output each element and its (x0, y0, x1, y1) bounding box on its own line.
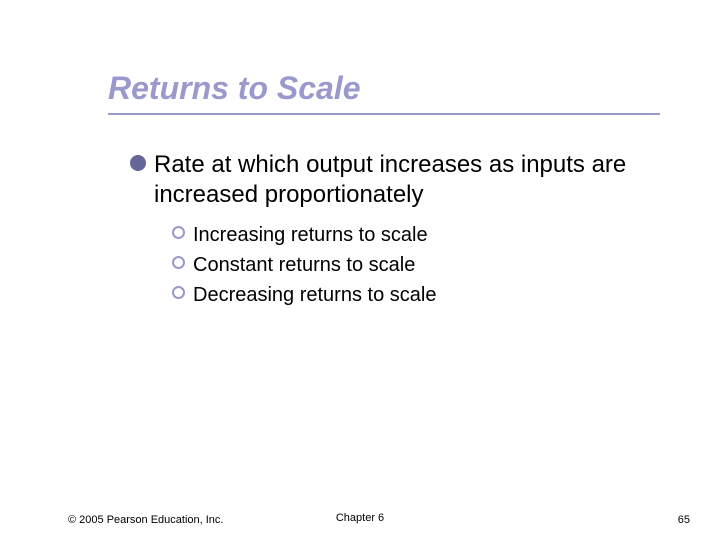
footer-page-number: 65 (678, 514, 690, 526)
bullet-level2-text: Constant returns to scale (193, 252, 415, 278)
disc-bullet-icon (130, 155, 146, 171)
slide-body: Rate at which output increases as inputs… (130, 150, 660, 312)
circle-bullet-icon (172, 226, 185, 239)
bullet-level2-text: Decreasing returns to scale (193, 282, 436, 308)
bullet-level2: Increasing returns to scale (172, 222, 660, 248)
circle-bullet-icon (172, 256, 185, 269)
footer-chapter: Chapter 6 (336, 512, 384, 524)
bullet-level1-text: Rate at which output increases as inputs… (154, 150, 660, 210)
title-underline (108, 113, 660, 115)
bullet-level2-list: Increasing returns to scale Constant ret… (172, 222, 660, 308)
circle-bullet-icon (172, 286, 185, 299)
bullet-level2: Decreasing returns to scale (172, 282, 660, 308)
slide-footer: © 2005 Pearson Education, Inc. Chapter 6… (0, 508, 720, 526)
bullet-level2: Constant returns to scale (172, 252, 660, 278)
slide-title: Returns to Scale (108, 70, 660, 107)
bullet-level2-text: Increasing returns to scale (193, 222, 428, 248)
footer-center-wrap: Chapter 6 (0, 508, 720, 526)
slide: { "colors": { "title": "#9999cc", "rule"… (0, 0, 720, 540)
bullet-level1: Rate at which output increases as inputs… (130, 150, 660, 210)
title-block: Returns to Scale (108, 70, 660, 115)
